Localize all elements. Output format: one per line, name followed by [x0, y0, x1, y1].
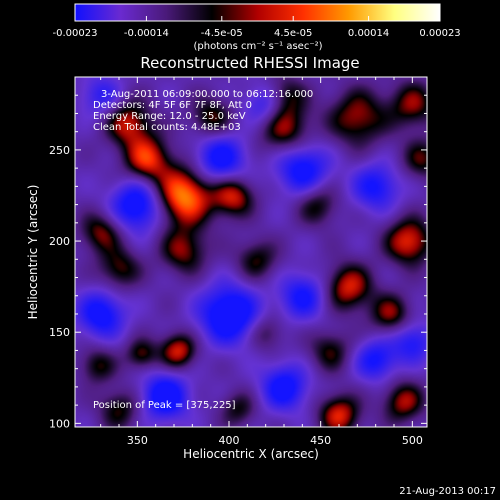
x-axis: 350 400 450 500: [100, 77, 423, 447]
annotation-detectors: Detectors: 4F 5F 6F 7F 8F, Att 0: [93, 100, 252, 111]
colorbar-unit-label: (photons cm⁻² s⁻¹ asec⁻²): [193, 41, 322, 52]
chart-title: Reconstructed RHESSI Image: [140, 54, 359, 72]
x-tick-label: 450: [310, 434, 331, 447]
y-tick-label: 150: [49, 326, 70, 339]
annotation-time-range: 3-Aug-2011 06:09:00.000 to 06:12:16.000: [101, 89, 313, 100]
colorbar-tick-label: 0.00014: [348, 28, 389, 39]
colorbar: -0.00023 -0.00014 -4.5e-05 4.5e-05 0.00014 0.…: [53, 3, 461, 52]
colorbar-tick-label: -0.00014: [124, 28, 169, 39]
plot-area: [74, 76, 428, 428]
plot-frame: [74, 76, 428, 428]
colorbar-tick-label: 4.5e-05: [274, 28, 312, 39]
annotations: 3-Aug-2011 06:09:00.000 to 06:12:16.000 …: [93, 89, 313, 411]
annotation-clean: Clean Total counts: 4.48E+03: [93, 122, 241, 133]
x-tick-label: 350: [127, 434, 148, 447]
x-axis-label: Heliocentric X (arcsec): [183, 447, 319, 461]
y-tick-label: 200: [49, 235, 70, 248]
annotation-energy-range: Energy Range: 12.0 - 25.0 keV: [93, 111, 246, 122]
y-axis: 100 150 200 250: [49, 94, 427, 430]
colorbar-tick-label: 0.00023: [419, 28, 460, 39]
y-tick-label: 100: [49, 417, 70, 430]
y-tick-label: 250: [49, 144, 70, 157]
x-tick-label: 400: [219, 434, 240, 447]
colorbar-ticks: -0.00023 -0.00014 -4.5e-05 4.5e-05 0.00014 0.…: [53, 16, 461, 39]
y-axis-label: Heliocentric Y (arcsec): [26, 185, 40, 320]
colorbar-tick-label: -4.5e-05: [201, 28, 243, 39]
colorbar-bar: [74, 3, 441, 22]
annotation-peak-position: Position of Peak = [375,225]: [93, 400, 236, 411]
colorbar-tick-label: -0.00023: [53, 28, 98, 39]
footer-timestamp: 21-Aug-2013 00:17: [399, 486, 496, 497]
x-tick-label: 500: [402, 434, 423, 447]
heatmap-image: [75, 77, 427, 427]
